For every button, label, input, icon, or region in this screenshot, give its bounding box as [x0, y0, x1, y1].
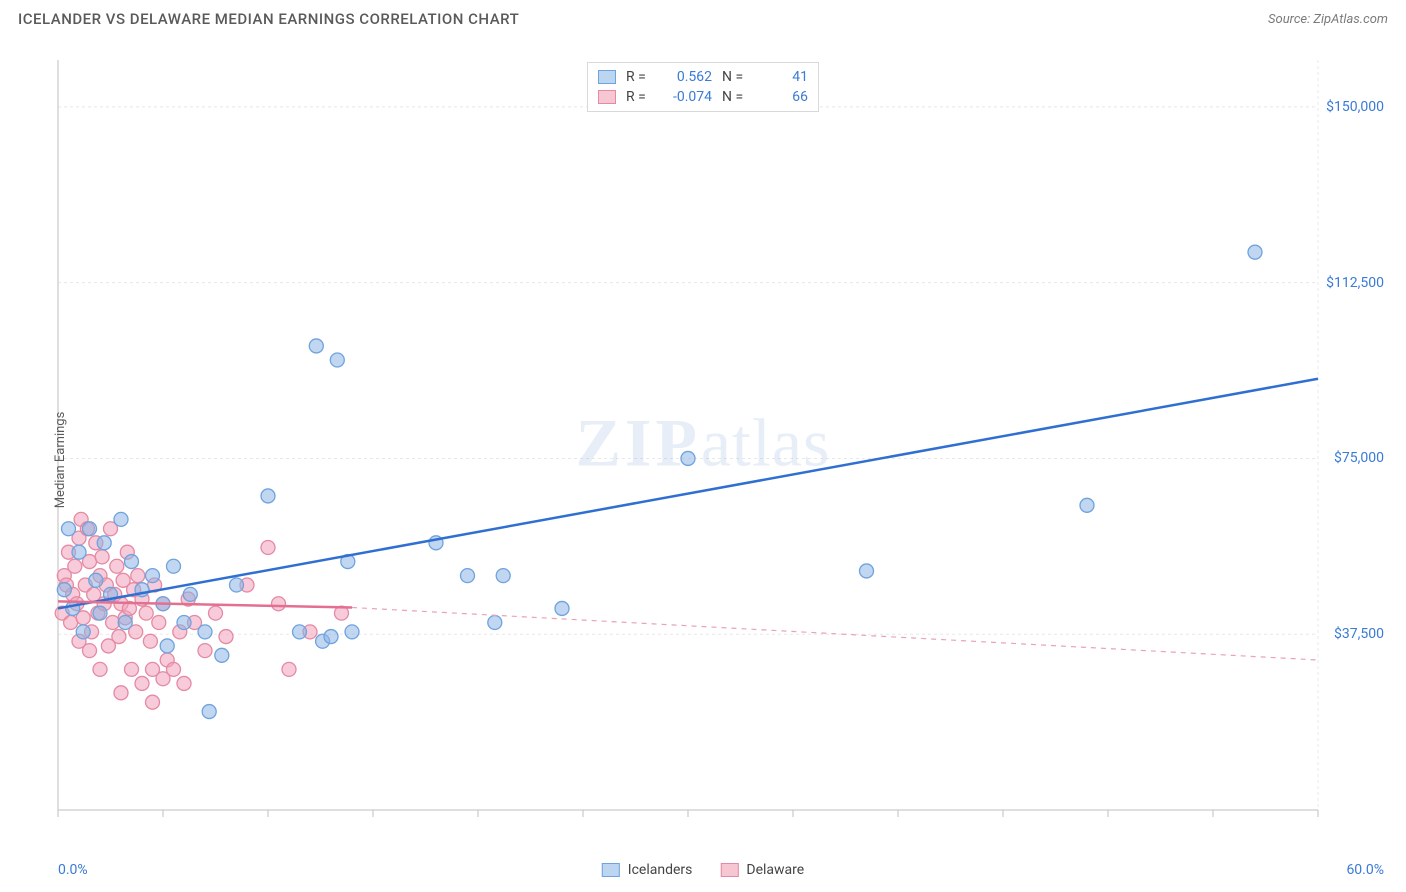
delaware-point: [198, 644, 212, 658]
x-axis-min-label: 0.0%: [58, 862, 88, 878]
icelanders-point: [198, 625, 212, 639]
y-axis-label: Median Earnings: [53, 412, 68, 509]
y-axis-tick-label: $112,500: [1326, 275, 1384, 291]
icelanders-point: [555, 601, 569, 615]
chart-title: ICELANDER VS DELAWARE MEDIAN EARNINGS CO…: [18, 10, 519, 28]
delaware-point: [114, 686, 128, 700]
n-value: 41: [758, 69, 808, 85]
delaware-point: [167, 662, 181, 676]
icelanders-trendline: [58, 379, 1318, 609]
icelanders-point: [93, 606, 107, 620]
icelanders-point: [330, 353, 344, 367]
y-axis-tick-label: $75,000: [1334, 450, 1384, 466]
source-attribution: Source: ZipAtlas.com: [1268, 12, 1388, 27]
icelanders-point: [1248, 245, 1262, 259]
icelanders-point: [66, 601, 80, 615]
r-value: 0.562: [662, 69, 712, 85]
icelanders-point: [488, 616, 502, 630]
icelanders-point: [97, 536, 111, 550]
delaware-point: [261, 541, 275, 555]
icelanders-point: [261, 489, 275, 503]
icelanders-point: [118, 616, 132, 630]
correlation-legend-row: R = -0.074 N = 66: [598, 87, 808, 107]
correlation-legend: R = 0.562 N = 41 R = -0.074 N = 66: [587, 62, 819, 112]
chart-container: Median Earnings ZIPatlas R =0.562N =41R …: [18, 40, 1388, 880]
icelanders-point: [125, 555, 139, 569]
icelanders-point: [57, 583, 71, 597]
series-legend: Icelanders Delaware: [602, 862, 804, 878]
delaware-point: [219, 630, 233, 644]
icelanders-point: [76, 625, 90, 639]
icelanders-point: [1080, 498, 1094, 512]
y-axis-tick-label: $150,000: [1326, 99, 1384, 115]
legend-swatch: [598, 70, 616, 84]
x-axis-max-label: 60.0%: [1346, 862, 1384, 878]
icelanders-point: [177, 616, 191, 630]
series-legend-label: Delaware: [746, 862, 804, 878]
delaware-point: [131, 569, 145, 583]
delaware-point: [110, 559, 124, 573]
series-legend-label: Icelanders: [628, 862, 693, 878]
delaware-point: [64, 616, 78, 630]
n-label: N =: [722, 89, 748, 105]
delaware-point: [95, 550, 109, 564]
r-label: R =: [626, 89, 652, 105]
delaware-point: [83, 644, 97, 658]
icelanders-point: [160, 639, 174, 653]
icelanders-point: [114, 512, 128, 526]
legend-swatch: [720, 863, 738, 877]
icelanders-point: [324, 630, 338, 644]
delaware-point: [282, 662, 296, 676]
series-legend-item: Delaware: [720, 862, 804, 878]
icelanders-point: [293, 625, 307, 639]
icelanders-point: [345, 625, 359, 639]
correlation-legend-row: R = 0.562 N = 41: [598, 67, 808, 87]
delaware-point: [272, 597, 286, 611]
icelanders-point: [72, 545, 86, 559]
icelanders-point: [681, 451, 695, 465]
delaware-point: [135, 676, 149, 690]
n-label: N =: [722, 69, 748, 85]
scatter-plot: [18, 40, 1338, 840]
icelanders-point: [230, 578, 244, 592]
delaware-point: [93, 662, 107, 676]
icelanders-point: [860, 564, 874, 578]
delaware-point: [209, 606, 223, 620]
n-value: 66: [758, 89, 808, 105]
icelanders-point: [309, 339, 323, 353]
delaware-point: [112, 630, 126, 644]
delaware-point: [152, 616, 166, 630]
r-label: R =: [626, 69, 652, 85]
r-value: -0.074: [662, 89, 712, 105]
delaware-point: [146, 695, 160, 709]
delaware-point: [177, 676, 191, 690]
icelanders-point: [167, 559, 181, 573]
icelanders-point: [83, 522, 97, 536]
delaware-point: [106, 616, 120, 630]
icelanders-point: [202, 705, 216, 719]
delaware-point: [125, 662, 139, 676]
y-axis-tick-label: $37,500: [1334, 626, 1384, 642]
icelanders-point: [496, 569, 510, 583]
icelanders-point: [215, 648, 229, 662]
icelanders-point: [183, 587, 197, 601]
icelanders-point: [89, 573, 103, 587]
icelanders-point: [461, 569, 475, 583]
delaware-point: [139, 606, 153, 620]
delaware-point: [68, 559, 82, 573]
icelanders-point: [62, 522, 76, 536]
delaware-point: [143, 634, 157, 648]
legend-swatch: [602, 863, 620, 877]
series-legend-item: Icelanders: [602, 862, 693, 878]
legend-swatch: [598, 90, 616, 104]
icelanders-point: [146, 569, 160, 583]
